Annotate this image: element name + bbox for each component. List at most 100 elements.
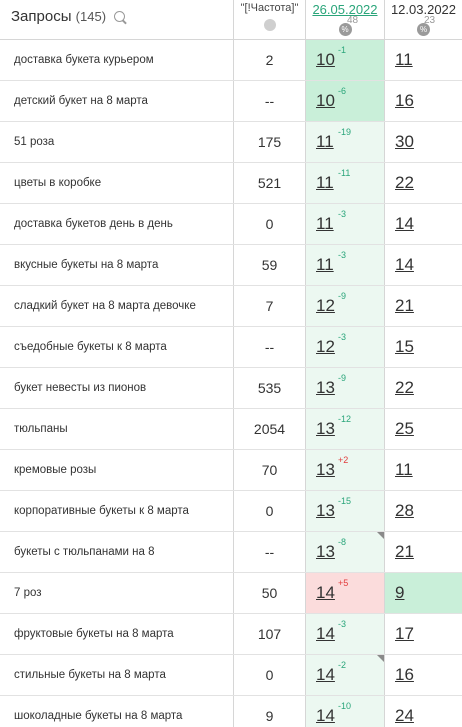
header-date-1[interactable]: 26.05.2022 % 48 [306, 0, 385, 39]
queries-title: Запросы [11, 8, 72, 25]
query-text: кремовые розы [14, 464, 97, 476]
position-link[interactable]: 9 [395, 583, 405, 602]
position-cell-date-1: 13 +2 [306, 450, 385, 490]
position-cell-date-2: 14 [385, 204, 462, 244]
position-link[interactable]: 14 [395, 255, 414, 274]
query-cell: съедобные букеты к 8 марта [0, 327, 234, 367]
position-link[interactable]: 15 [395, 337, 414, 356]
frequency-cell: 175 [234, 122, 306, 162]
query-text: 51 роза [14, 136, 55, 148]
position-cell-date-1: 14 +5 [306, 573, 385, 613]
position-link[interactable]: 28 [395, 501, 414, 520]
header-date-2[interactable]: 12.03.2022 % 23 [385, 0, 462, 39]
query-cell: кремовые розы [0, 450, 234, 490]
position-cell-date-1: 11 -3 [306, 245, 385, 285]
query-cell: детский букет на 8 марта [0, 81, 234, 121]
queries-count: (145) [75, 9, 107, 24]
query-text: вкусные букеты на 8 марта [14, 259, 159, 271]
position-cell-date-2: 24 [385, 696, 462, 727]
position-cell-date-1: 10 -1 [306, 40, 385, 80]
position-link[interactable]: 12 [316, 337, 335, 356]
position-cell-date-2: 11 [385, 450, 462, 490]
position-link[interactable]: 24 [395, 706, 414, 725]
position-delta: -3 [338, 209, 347, 219]
position-link[interactable]: 11 [316, 255, 334, 274]
query-text: детский букет на 8 марта [14, 95, 148, 107]
frequency-value: 535 [257, 380, 282, 396]
query-text: букет невесты из пионов [14, 382, 147, 394]
position-link[interactable]: 16 [395, 665, 414, 684]
query-cell: сладкий букет на 8 марта девочке [0, 286, 234, 326]
position-link[interactable]: 21 [395, 542, 414, 561]
frequency-value: 0 [265, 503, 274, 519]
position-link[interactable]: 14 [316, 665, 335, 684]
date-2-label[interactable]: 12.03.2022 [390, 2, 457, 17]
query-cell: букеты с тюльпанами на 8 [0, 532, 234, 572]
position-link[interactable]: 25 [395, 419, 414, 438]
table-row: съедобные букеты к 8 марта -- 12 -3 15 [0, 327, 462, 368]
position-link[interactable]: 10 [316, 50, 335, 69]
position-delta: -6 [338, 86, 347, 96]
query-text: сладкий букет на 8 марта девочке [14, 300, 196, 312]
frequency-value: 0 [265, 216, 274, 232]
position-cell-date-1: 13 -12 [306, 409, 385, 449]
position-cell-date-1: 13 -8 [306, 532, 385, 572]
position-link[interactable]: 13 [316, 542, 335, 561]
frequency-value: 70 [261, 462, 278, 478]
date-1-link[interactable]: 26.05.2022 [312, 2, 378, 17]
frequency-value: 0 [265, 667, 274, 683]
frequency-value: 50 [261, 585, 278, 601]
position-cell-date-2: 22 [385, 368, 462, 408]
table-row: кремовые розы 70 13 +2 11 [0, 450, 462, 491]
note-corner-icon[interactable] [377, 655, 384, 662]
position-link[interactable]: 13 [316, 378, 335, 397]
position-link[interactable]: 12 [316, 296, 335, 315]
position-cell-date-1: 13 -15 [306, 491, 385, 531]
query-cell: тюльпаны [0, 409, 234, 449]
position-link[interactable]: 11 [316, 214, 334, 233]
note-corner-icon[interactable] [377, 532, 384, 539]
position-delta: -9 [338, 373, 347, 383]
frequency-value: -- [264, 93, 275, 109]
frequency-cell: -- [234, 532, 306, 572]
frequency-cell: 107 [234, 614, 306, 654]
position-link[interactable]: 11 [316, 173, 334, 192]
query-cell: корпоративные букеты к 8 марта [0, 491, 234, 531]
position-link[interactable]: 14 [316, 583, 335, 602]
header-frequency[interactable]: "[!Частота]" [234, 0, 306, 39]
search-icon[interactable] [114, 11, 126, 22]
position-link[interactable]: 14 [316, 706, 335, 725]
position-link[interactable]: 13 [316, 501, 335, 520]
position-link[interactable]: 16 [395, 91, 414, 110]
position-cell-date-2: 30 [385, 122, 462, 162]
position-link[interactable]: 11 [395, 460, 413, 479]
position-link[interactable]: 11 [395, 50, 413, 69]
position-cell-date-2: 25 [385, 409, 462, 449]
position-link[interactable]: 22 [395, 378, 414, 397]
position-link[interactable]: 13 [316, 460, 335, 479]
position-link[interactable]: 21 [395, 296, 414, 315]
query-cell: фруктовые букеты на 8 марта [0, 614, 234, 654]
position-delta: -2 [338, 660, 347, 670]
position-delta: +5 [338, 578, 349, 588]
position-cell-date-1: 14 -2 [306, 655, 385, 695]
position-delta: -9 [338, 291, 347, 301]
frequency-value: -- [264, 544, 275, 560]
frequency-cell: 0 [234, 655, 306, 695]
position-link[interactable]: 14 [316, 624, 335, 643]
position-link[interactable]: 22 [395, 173, 414, 192]
frequency-cell: 59 [234, 245, 306, 285]
position-link[interactable]: 11 [316, 132, 334, 151]
frequency-value: 107 [257, 626, 282, 642]
position-link[interactable]: 30 [395, 132, 414, 151]
position-link[interactable]: 14 [395, 214, 414, 233]
frequency-value: 175 [257, 134, 282, 150]
header-queries[interactable]: Запросы (145) [0, 0, 234, 39]
query-text: стильные букеты на 8 марта [14, 669, 166, 681]
position-link[interactable]: 13 [316, 419, 335, 438]
position-link[interactable]: 17 [395, 624, 414, 643]
frequency-cell: -- [234, 327, 306, 367]
position-link[interactable]: 10 [316, 91, 335, 110]
position-cell-date-1: 12 -9 [306, 286, 385, 326]
frequency-cell: 0 [234, 204, 306, 244]
